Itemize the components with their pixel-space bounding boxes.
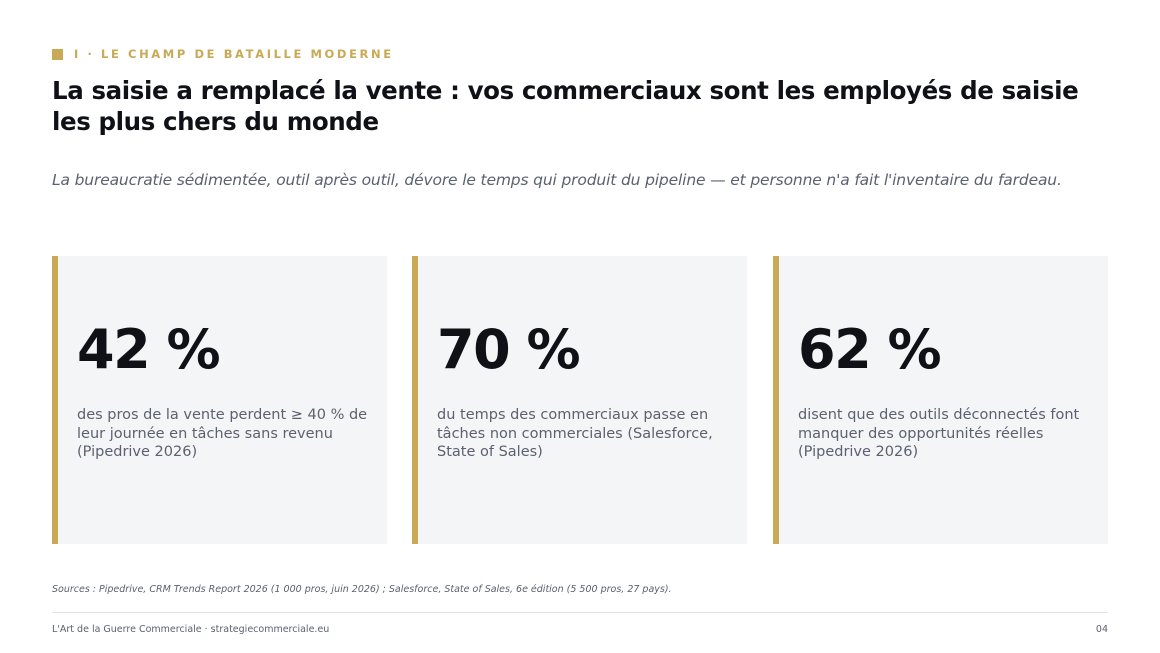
stat-card-2: 70 % du temps des commerciaux passe en t…	[412, 256, 747, 544]
stat-value: 70 %	[437, 318, 581, 381]
card-accent-bar	[412, 256, 418, 544]
card-accent-bar	[52, 256, 58, 544]
section-eyebrow: I · LE CHAMP DE BATAILLE MODERNE	[52, 47, 394, 61]
accent-square-icon	[52, 48, 63, 60]
footer-divider	[52, 612, 1108, 613]
stat-description: des pros de la vente perdent ≥ 40 % de l…	[77, 407, 368, 460]
stat-description: disent que des outils déconnectés font m…	[798, 407, 1080, 460]
stat-value: 62 %	[798, 318, 942, 381]
stat-card-3: 62 % disent que des outils déconnectés f…	[773, 256, 1108, 544]
sources-note: Sources : Pipedrive, CRM Trends Report 2…	[52, 584, 672, 595]
stat-card-1: 42 % des pros de la vente perdent ≥ 40 %…	[52, 256, 387, 544]
card-accent-bar	[773, 256, 779, 544]
section-label: I · LE CHAMP DE BATAILLE MODERNE	[74, 47, 394, 61]
stat-description: du temps des commerciaux passe en tâches…	[437, 407, 713, 460]
stat-value: 42 %	[77, 318, 221, 381]
slide-title: La saisie a remplacé la vente : vos comm…	[52, 76, 1079, 136]
footer-brand: L'Art de la Guerre Commerciale · strateg…	[52, 624, 330, 635]
slide-subtitle: La bureaucratie sédimentée, outil après …	[52, 171, 1062, 189]
page-number: 04	[1095, 624, 1108, 635]
